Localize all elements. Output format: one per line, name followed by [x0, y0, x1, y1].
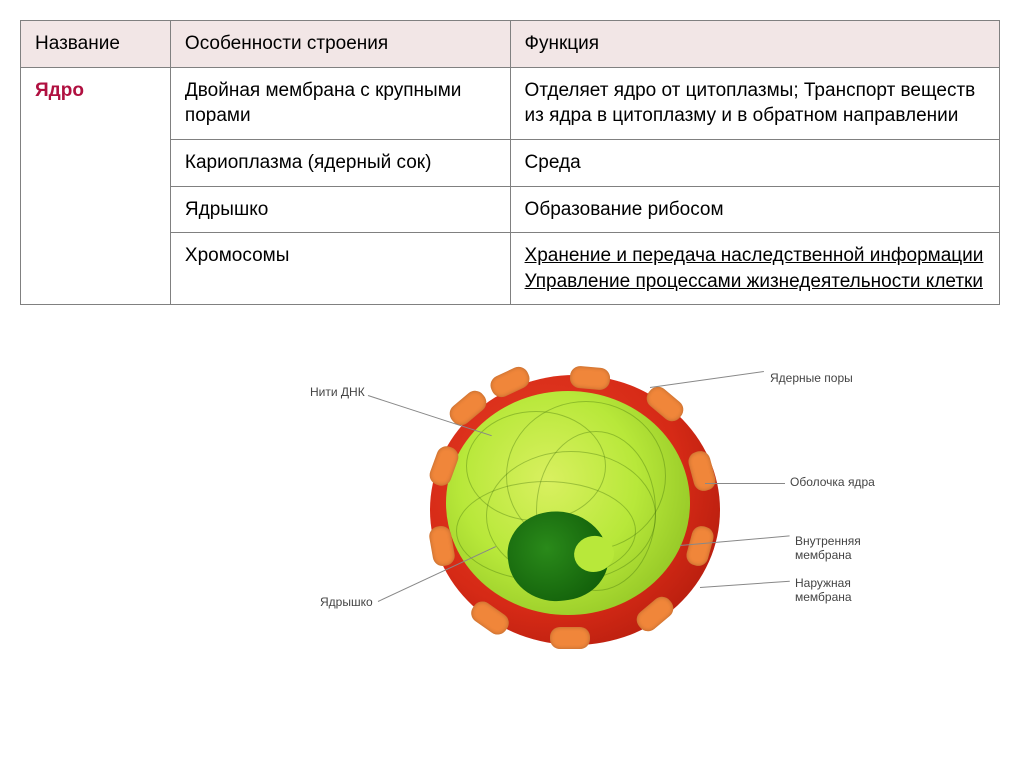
label-dna: Нити ДНК: [310, 385, 365, 399]
header-structure: Особенности строения: [170, 21, 510, 68]
nucleus-shape: [430, 375, 720, 645]
cell-structure: Кариоплазма (ядерный сок): [170, 139, 510, 186]
nucleus-table: Название Особенности строения Функция Яд…: [20, 20, 1000, 305]
label-outer-membrane: Наружнаямембрана: [795, 577, 852, 603]
cell-function: Среда: [510, 139, 999, 186]
cell-structure: Двойная мембрана с крупными порами: [170, 67, 510, 139]
inner-shell: [446, 391, 690, 615]
cell-function: Отделяет ядро от цитоплазмы; Транспорт в…: [510, 67, 999, 139]
header-function: Функция: [510, 21, 999, 68]
cell-structure: Хромосомы: [170, 233, 510, 305]
label-nucleolus: Ядрышко: [320, 595, 373, 609]
cell-function: Образование рибосом: [510, 186, 999, 233]
label-envelope: Оболочка ядра: [790, 475, 875, 489]
cell-name: Ядро: [21, 67, 171, 305]
cell-structure: Ядрышко: [170, 186, 510, 233]
table-row: Ядро Двойная мембрана с крупными порами …: [21, 67, 1000, 139]
cell-function: Хранение и передача наследственной инфор…: [510, 233, 999, 305]
header-name: Название: [21, 21, 171, 68]
nucleus-diagram: Нити ДНК Ядрышко Ядерные поры Оболочка я…: [250, 345, 970, 685]
label-inner-membrane: Внутренняямембрана: [795, 535, 861, 561]
label-pores: Ядерные поры: [770, 371, 853, 385]
